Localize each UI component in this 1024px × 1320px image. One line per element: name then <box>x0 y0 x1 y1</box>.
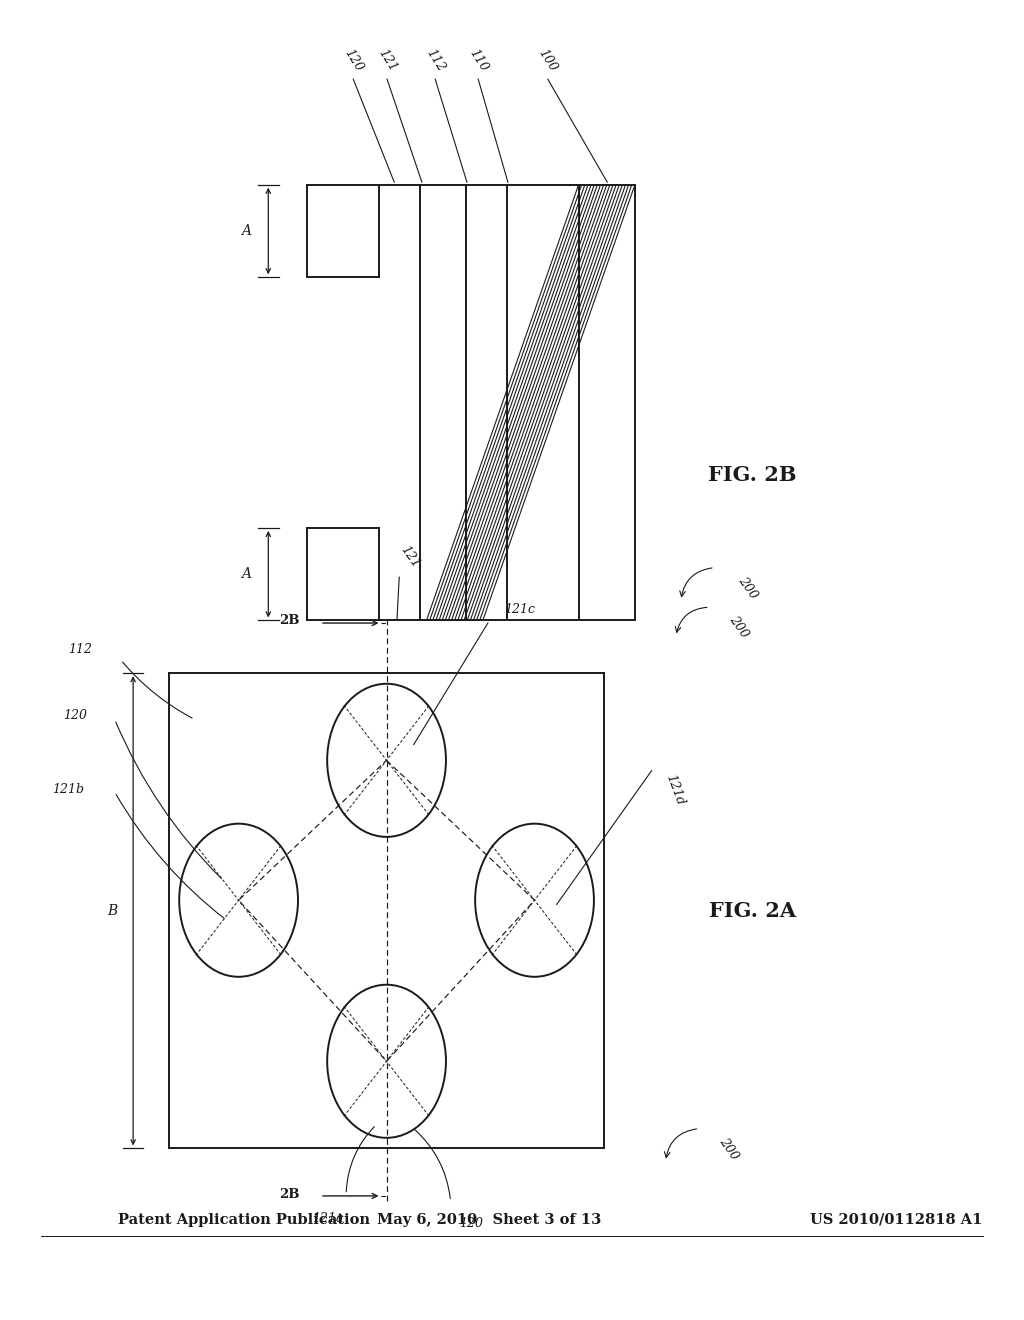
Text: 200: 200 <box>735 574 760 601</box>
Text: 121b: 121b <box>52 783 84 796</box>
Text: FIG. 2B: FIG. 2B <box>709 465 797 486</box>
Text: A: A <box>241 224 251 238</box>
Text: 110: 110 <box>466 46 490 74</box>
Text: 2B: 2B <box>279 614 299 627</box>
Text: FIG. 2A: FIG. 2A <box>709 900 797 921</box>
Text: 121d: 121d <box>664 772 687 807</box>
Text: 120: 120 <box>459 1217 483 1230</box>
Text: May 6, 2010   Sheet 3 of 13: May 6, 2010 Sheet 3 of 13 <box>378 1213 601 1226</box>
Text: 100: 100 <box>536 46 560 74</box>
Text: B: B <box>108 904 118 917</box>
Text: 121: 121 <box>397 544 422 570</box>
Text: US 2010/0112818 A1: US 2010/0112818 A1 <box>810 1213 982 1226</box>
Text: 121c: 121c <box>504 603 535 616</box>
Text: 2B: 2B <box>279 1188 299 1201</box>
Text: 121a: 121a <box>312 1212 343 1225</box>
Text: 200: 200 <box>717 1135 741 1162</box>
Text: 200: 200 <box>727 614 752 640</box>
Text: Patent Application Publication: Patent Application Publication <box>118 1213 370 1226</box>
Text: 120: 120 <box>341 46 366 74</box>
Text: 112: 112 <box>69 643 92 656</box>
Text: 112: 112 <box>423 46 447 74</box>
Text: A: A <box>241 568 251 581</box>
Text: 121: 121 <box>375 46 399 74</box>
Text: 120: 120 <box>63 709 87 722</box>
